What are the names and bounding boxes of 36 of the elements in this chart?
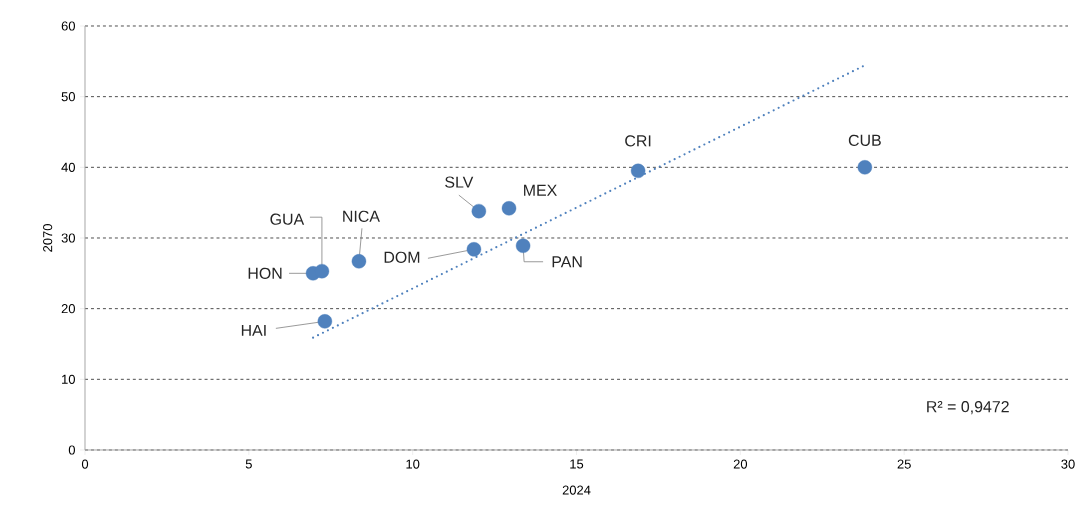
- annotation: SLV: [445, 176, 474, 188]
- x-tick-label: 25: [897, 459, 911, 469]
- x-tick-label: 5: [245, 459, 252, 469]
- annotation: PAN: [552, 256, 582, 268]
- y-tick-label: 10: [62, 374, 75, 384]
- point: [466, 242, 482, 257]
- point: [314, 264, 330, 279]
- point: [630, 163, 646, 179]
- annotation: NICA: [343, 210, 380, 222]
- y-tick-label: 0: [68, 445, 75, 455]
- y-tick-label: 30: [61, 233, 75, 243]
- point: [857, 160, 873, 175]
- x-tick-label: 10: [406, 459, 420, 469]
- y-axis-title: 2070: [43, 224, 53, 252]
- y-tick-label: 20: [61, 304, 75, 314]
- annotation: DOM: [384, 251, 420, 263]
- annotation: HON: [248, 267, 282, 279]
- annotation: CRI: [625, 135, 651, 147]
- y-tick-label: 60: [61, 21, 75, 31]
- annotation: MEX: [524, 184, 557, 196]
- annotation: GUA: [270, 213, 305, 225]
- point: [471, 203, 487, 219]
- x-tick-label: 30: [1061, 459, 1075, 469]
- annotation: CUB: [848, 134, 881, 146]
- point: [351, 254, 367, 269]
- point: [501, 201, 517, 216]
- point: [317, 314, 333, 329]
- point: [515, 238, 531, 253]
- x-axis-title: 2024: [562, 485, 591, 495]
- x-tick-label: 20: [733, 459, 748, 469]
- y-tick-label: 40: [61, 162, 75, 172]
- y-tick-label: 50: [61, 92, 75, 102]
- annotation: HAI: [241, 324, 266, 336]
- x-tick-label: 15: [570, 459, 584, 469]
- annotation: R² = 0,9472: [927, 401, 1009, 415]
- x-tick-label: 0: [81, 459, 89, 469]
